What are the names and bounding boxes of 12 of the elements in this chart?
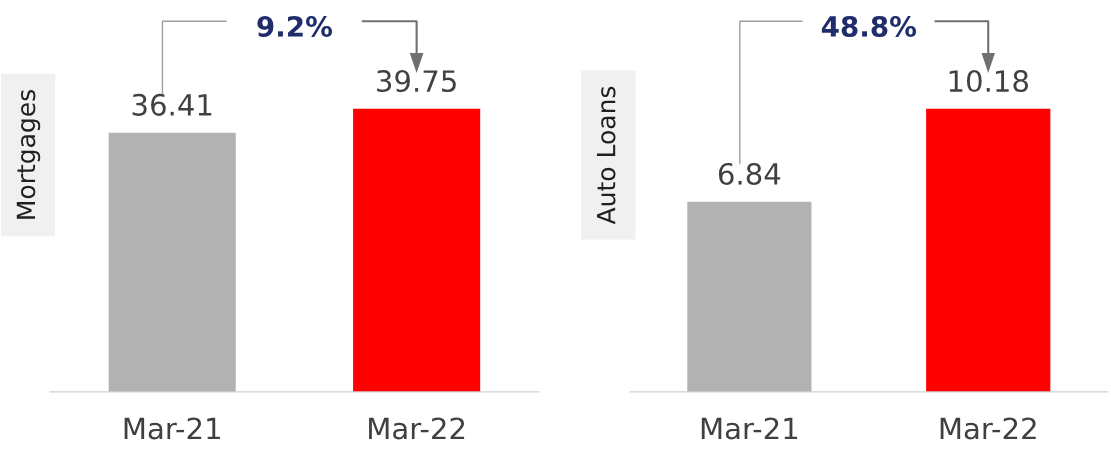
x-tick-label: Mar-21 — [701, 417, 798, 440]
y-axis-title: Mortgages — [16, 90, 41, 219]
text: 9.2% — [257, 15, 333, 37]
data-label: 36.41 — [132, 93, 212, 116]
y-axis-title: Auto Loans — [596, 86, 616, 225]
data-label: 39.75 — [377, 70, 456, 93]
data-label: 6.84 — [718, 162, 781, 185]
data-label: 10.18 — [949, 70, 1028, 93]
text: 48.8% — [821, 15, 917, 37]
x-tick-label: Mar-22 — [940, 417, 1036, 440]
x-tick-label: Mar-21 — [124, 417, 220, 440]
x-tick-label: Mar-22 — [369, 417, 465, 440]
